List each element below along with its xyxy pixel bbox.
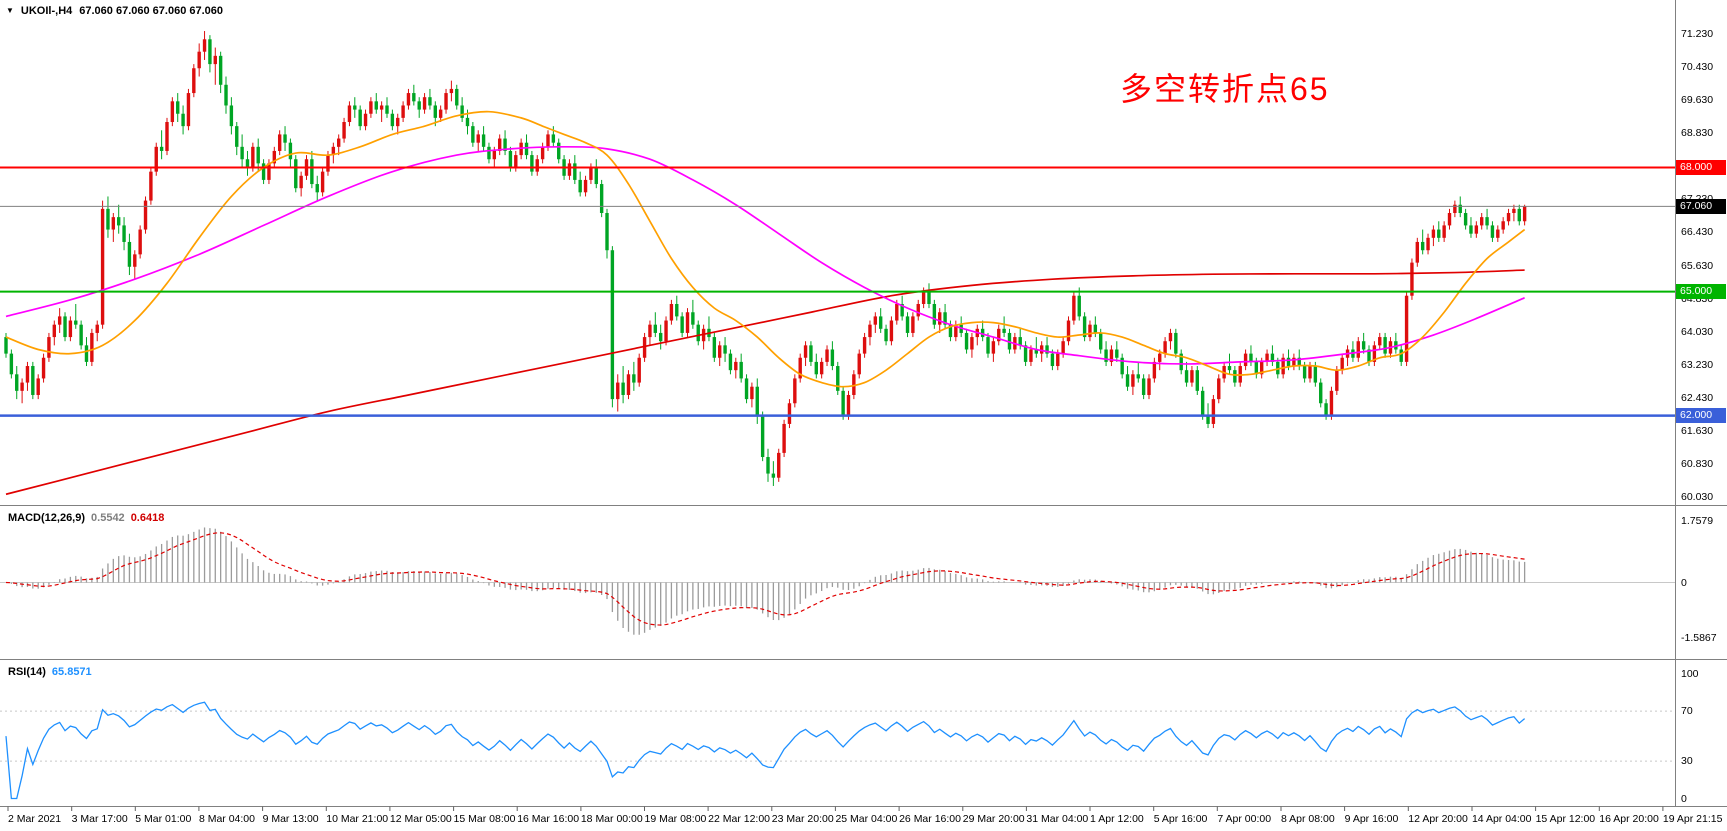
symbol-timeframe-label: UKOIl-,H4 (20, 5, 73, 17)
macd-tick-label: -1.5867 (1681, 631, 1717, 644)
chart-annotation-text[interactable]: 多空转折点65 (1120, 71, 1330, 107)
rsi-indicator-label: RSI(14) 65.8571 (8, 666, 98, 678)
time-label: 14 Apr 04:00 (1471, 813, 1532, 825)
time-label: 5 Apr 16:00 (1153, 813, 1208, 825)
time-ticks-layer (7, 806, 1664, 811)
time-label: 9 Apr 16:00 (1344, 813, 1399, 825)
time-label: 3 Mar 17:00 (71, 813, 128, 825)
ma-lines-layer (5, 110, 1526, 496)
time-label: 25 Mar 04:00 (835, 813, 898, 825)
time-label: 10 Mar 21:00 (326, 813, 389, 825)
time-label: 12 Apr 20:00 (1408, 813, 1468, 825)
ma-fast-line (5, 110, 1526, 388)
rsi-tick-label: 100 (1681, 667, 1699, 680)
time-label: 16 Apr 20:00 (1599, 813, 1659, 825)
price-tick-label: 71.230 (1681, 27, 1714, 40)
price-tick-label: 60.830 (1681, 458, 1714, 471)
time-label: 15 Apr 12:00 (1535, 813, 1596, 825)
price-tick-label: 65.630 (1681, 259, 1714, 272)
price-tick-label: 66.430 (1681, 226, 1714, 239)
time-label: 8 Apr 08:00 (1281, 813, 1335, 825)
rsi-current-value: 65.8571 (51, 666, 92, 678)
price-badge: 68.000 (1676, 160, 1726, 175)
time-axis[interactable]: 2 Mar 2021 3 Mar 17:00 5 Mar 01:00 8 Mar 04… (0, 807, 1727, 831)
time-label: 19 Mar 08:00 (644, 813, 707, 825)
macd-signal-value: 0.6418 (130, 512, 165, 524)
macd-indicator-label: MACD(12,26,9) 0.5542 0.6418 (8, 512, 170, 524)
rsi-line-layer (0, 701, 1675, 800)
level-lines-layer (0, 166, 1675, 417)
price-axis[interactable]: 71.23070.43069.63068.83067.23066.43065.6… (1676, 0, 1727, 831)
price-badge: 65.000 (1676, 284, 1726, 300)
price-tick-label: 61.630 (1681, 424, 1714, 437)
macd-current-value: 0.5542 (91, 512, 125, 524)
time-label: 19 Apr 21:15 (1662, 813, 1723, 825)
time-label: 15 Mar 08:00 (453, 813, 516, 825)
price-badge: 67.060 (1676, 198, 1726, 214)
main-chart-pane[interactable]: ▼ UKOIl-,H4 67.060 67.060 67.060 67.060 … (0, 0, 1676, 505)
candles-layer (4, 31, 1527, 486)
expand-arrow-icon[interactable]: ▼ (6, 6, 14, 15)
macd-pane[interactable]: MACD(12,26,9) 0.5542 0.6418 (0, 506, 1676, 659)
rsi-pane[interactable]: RSI(14) 65.8571 (0, 660, 1676, 806)
macd-tick-label: 1.7579 (1681, 515, 1714, 528)
time-label: 9 Mar 13:00 (262, 813, 319, 825)
price-badge: 62.000 (1676, 408, 1726, 424)
time-label: 18 Mar 00:00 (580, 813, 643, 825)
macd-name: MACD(12,26,9) (8, 512, 86, 524)
rsi-tick-label: 30 (1681, 755, 1693, 768)
time-label: 2 Mar 2021 (8, 813, 62, 825)
time-label: 22 Mar 12:00 (708, 813, 771, 825)
ohlc-values: 67.060 67.060 67.060 67.060 (79, 5, 224, 17)
price-tick-label: 64.030 (1681, 325, 1714, 338)
price-tick-label: 68.830 (1681, 127, 1714, 140)
time-label: 7 Apr 00:00 (1217, 813, 1272, 825)
rsi-name: RSI(14) (8, 666, 46, 678)
chart-header: ▼ UKOIl-,H4 67.060 67.060 67.060 67.060 (6, 5, 223, 17)
time-label: 8 Mar 04:00 (198, 813, 255, 825)
price-tick-label: 62.430 (1681, 391, 1714, 404)
price-tick-label: 63.230 (1681, 358, 1714, 371)
time-label: 23 Mar 20:00 (771, 813, 834, 825)
separators-layer (0, 0, 1727, 807)
time-label: 5 Mar 01:00 (135, 813, 192, 825)
price-tick-label: 69.630 (1681, 94, 1714, 107)
ma-medium-line (5, 145, 1525, 365)
time-label: 31 Mar 04:00 (1026, 813, 1089, 825)
macd-signal-line (5, 532, 1525, 626)
price-tick-label: 60.030 (1681, 491, 1714, 504)
time-label: 1 Apr 12:00 (1090, 813, 1144, 825)
time-label: 26 Mar 16:00 (899, 813, 961, 825)
time-label: 12 Mar 05:00 (389, 813, 452, 825)
rsi-tick-label: 70 (1681, 705, 1693, 718)
time-label: 29 Mar 20:00 (962, 813, 1025, 825)
macd-histogram-layer (0, 527, 1675, 635)
time-label: 16 Mar 16:00 (517, 813, 580, 825)
price-tick-label: 70.430 (1681, 61, 1714, 73)
macd-tick-label: 0 (1681, 576, 1687, 589)
rsi-tick-label: 0 (1681, 792, 1687, 805)
